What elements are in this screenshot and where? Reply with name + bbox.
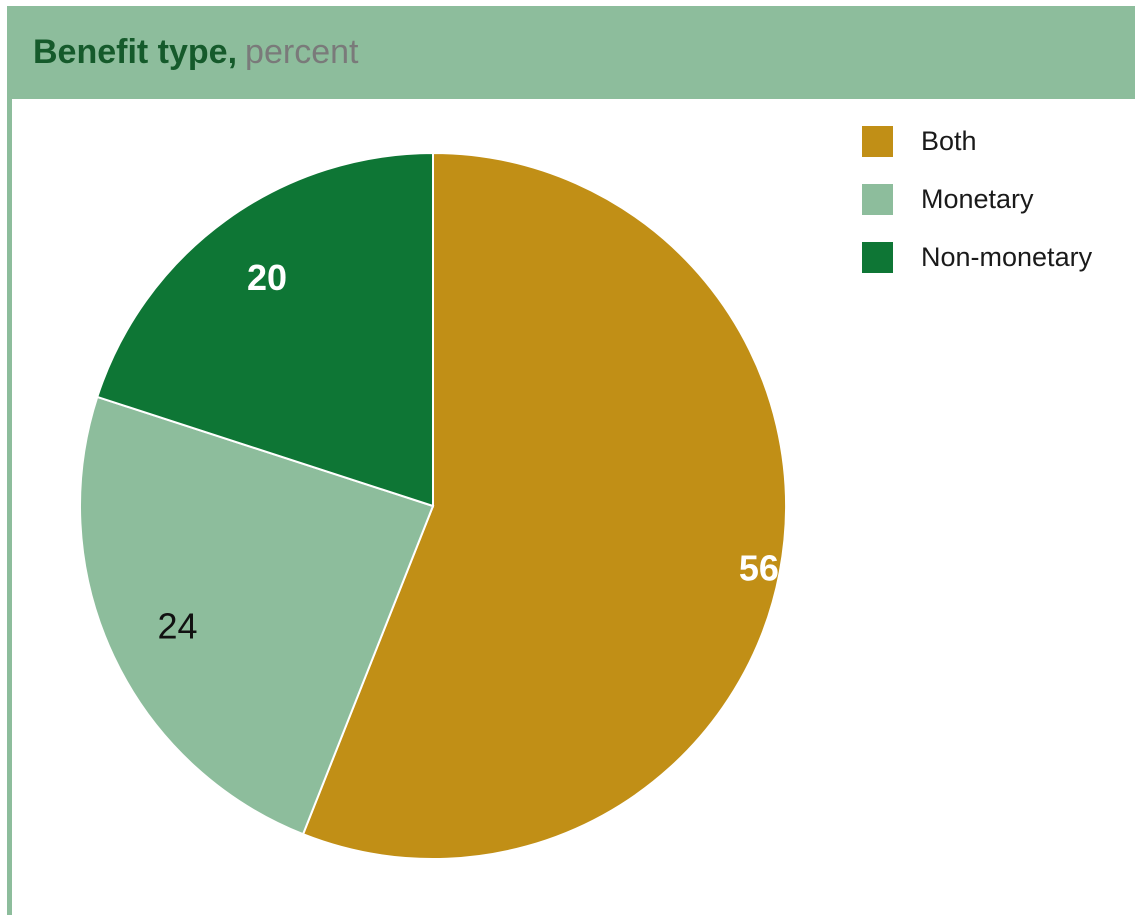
legend-label-both: Both bbox=[921, 125, 977, 156]
data-label-both: 56 bbox=[739, 548, 779, 589]
chart-title: Benefit type, bbox=[33, 33, 238, 71]
left-border bbox=[7, 99, 12, 915]
data-label-non-monetary: 20 bbox=[247, 257, 287, 298]
legend-swatch-both bbox=[862, 125, 893, 157]
top-border bbox=[0, 0, 1135, 6]
legend: Both Monetary Non-monetary bbox=[862, 112, 1092, 286]
legend-swatch-monetary bbox=[862, 183, 893, 215]
pie-slice-both bbox=[301, 151, 787, 860]
legend-item-non-monetary: Non-monetary bbox=[862, 228, 1092, 286]
pie-slice-non-monetary bbox=[96, 151, 434, 508]
legend-label-non-monetary: Non-monetary bbox=[921, 241, 1093, 272]
pie-slice-monetary bbox=[79, 395, 435, 836]
legend-item-both: Both bbox=[862, 112, 1092, 170]
chart-unit: percent bbox=[245, 33, 359, 71]
data-label-monetary: 24 bbox=[157, 606, 197, 647]
legend-item-monetary: Monetary bbox=[862, 170, 1092, 228]
legend-swatch-non-monetary bbox=[862, 241, 893, 273]
chart-header: Benefit type, percent bbox=[7, 6, 1135, 99]
legend-label-monetary: Monetary bbox=[921, 183, 1034, 214]
